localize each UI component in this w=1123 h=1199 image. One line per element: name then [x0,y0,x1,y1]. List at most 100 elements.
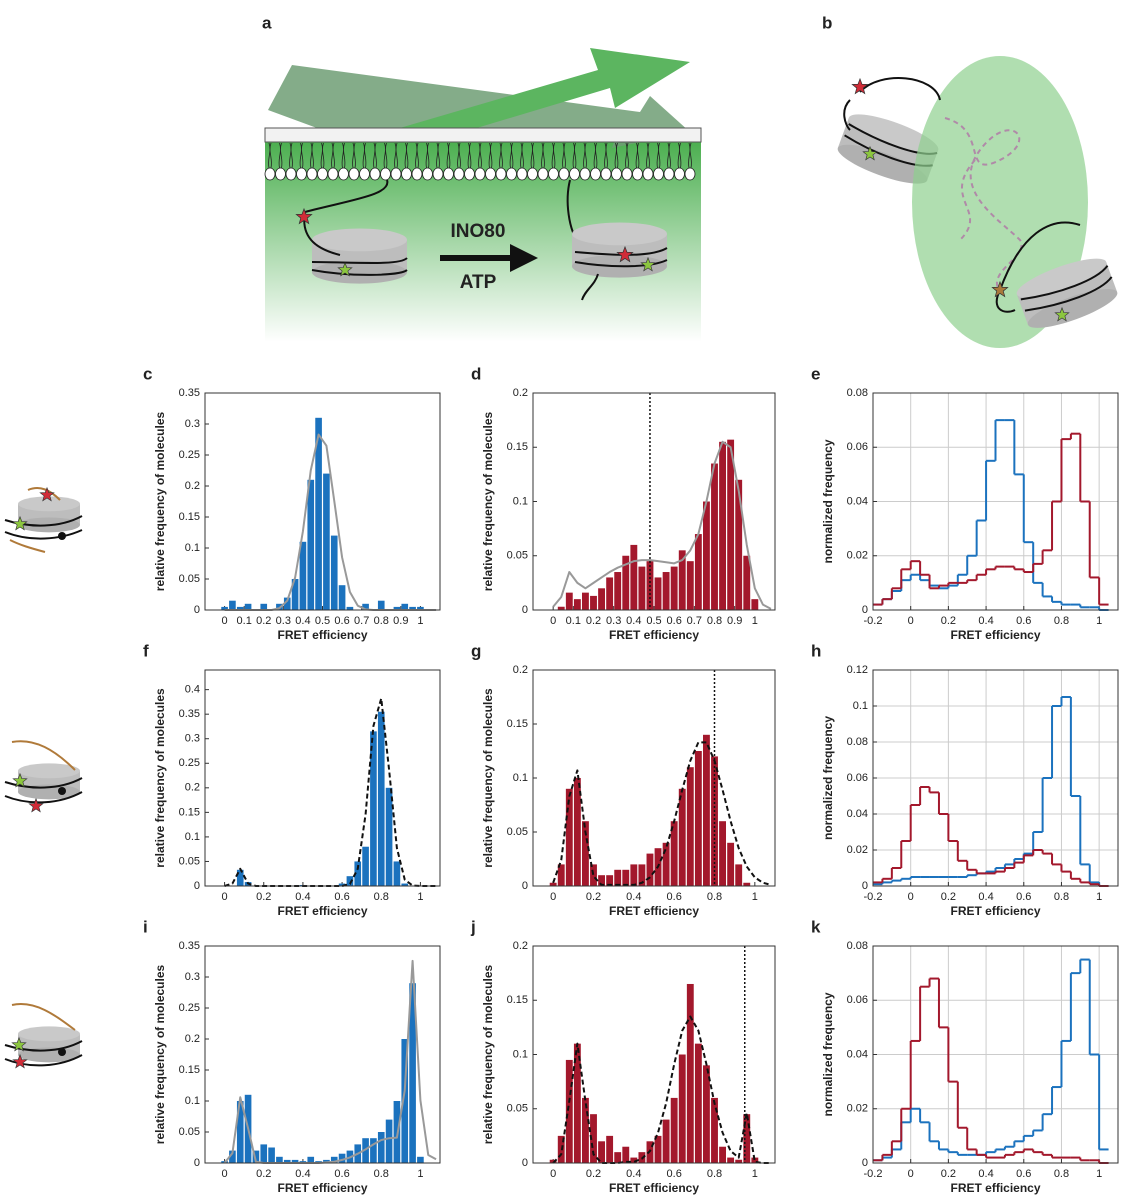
bar [622,1147,629,1163]
chart: 00.10.20.30.40.50.60.70.80.9100.050.10.1… [143,364,440,642]
bar [719,821,726,886]
x-tick-label: -0.2 [864,615,883,627]
bar [268,1148,275,1164]
y-tick-label: 0.2 [513,387,528,399]
body: {"diagram": {"label_a": "a", "label_b": … [0,0,1123,1199]
x-tick-label: 1 [417,891,423,903]
lipid-head [391,168,401,180]
lipid-head [412,168,422,180]
bar [386,1120,393,1163]
chart: 00.20.40.60.8100.050.10.150.20.250.30.35… [143,641,440,918]
y-tick-label: 0.15 [179,806,200,818]
bar [727,843,734,886]
y-tick-label: 0.1 [513,1048,528,1060]
x-tick-label: 0 [908,615,914,627]
chart: 00.20.40.60.8100.050.10.150.2FRET effici… [470,917,775,1195]
x-tick-label: 0.8 [374,891,389,903]
bar [711,464,718,610]
y-axis-label: normalized frequency [821,716,835,840]
x-tick-label: 0 [908,1168,914,1180]
lipid-head [675,168,685,180]
bar [378,601,385,610]
y-tick-label: 0 [522,1157,528,1169]
x-tick-label: 0.2 [941,615,956,627]
y-tick-label: 0 [522,604,528,616]
bar [394,861,401,886]
y-tick-label: 0.1 [185,542,200,554]
nucleosome [572,223,667,278]
bar [300,542,307,610]
y-tick-label: 0.02 [847,844,868,856]
lipid-head [580,168,590,180]
bar [679,789,686,886]
bar [630,545,637,610]
bar [323,474,330,610]
y-axis-label: normalized frequency [821,992,835,1116]
bar [647,854,654,886]
x-tick-label: 0 [550,891,556,903]
x-tick-label: 0 [222,615,228,627]
bar [655,1136,662,1163]
lipid-head [381,168,391,180]
x-tick-label: 0 [222,891,228,903]
x-tick-label: 0.5 [315,615,330,627]
panel-label: b [822,13,832,32]
x-tick-label: 0.3 [606,615,621,627]
lipid-head [318,168,328,180]
lipid-head [654,168,664,180]
lipid-head [601,168,611,180]
lipid-head [265,168,275,180]
x-axis-label: FRET efficiency [609,1181,699,1195]
x-tick-label: 1 [752,615,758,627]
y-tick-label: 0.35 [179,387,200,399]
x-tick-label: 0.2 [941,1168,956,1180]
y-axis-label: relative frequency of molecules [481,411,495,591]
chart: -0.200.20.40.60.8100.020.040.060.08FRET … [811,917,1118,1195]
bar [574,599,581,610]
x-tick-label: 0.5 [646,615,661,627]
lipid-head [538,168,548,180]
y-tick-label: 0.05 [507,1103,528,1115]
y-tick-label: 0.2 [513,664,528,676]
bar [339,585,346,610]
y-tick-label: 0.3 [185,733,200,745]
y-axis-label: relative frequency of molecules [481,964,495,1144]
y-tick-label: 0.1 [513,772,528,784]
x-tick-label: 0.4 [978,615,993,627]
lipid-head [664,168,674,180]
x-axis-label: FRET efficiency [950,1181,1040,1195]
x-tick-label: 0.2 [256,615,271,627]
panel-label: f [143,641,149,660]
x-tick-label: 0.6 [334,891,349,903]
x-tick-label: 1 [1096,1168,1102,1180]
chart: 00.20.40.60.8100.050.10.150.2FRET effici… [471,641,775,918]
lipid-head [549,168,559,180]
chart: 00.10.20.30.40.50.60.70.80.9100.050.10.1… [471,364,775,642]
panel-label: i [143,917,148,936]
x-tick-label: 0 [550,615,556,627]
y-axis-label: normalized frequency [821,439,835,563]
chart: 00.20.40.60.8100.050.10.150.20.250.30.35… [143,917,440,1195]
lipid-head [507,168,517,180]
y-tick-label: 0.05 [507,550,528,562]
bar [417,1157,424,1163]
lipid-head [517,168,527,180]
bar [751,599,758,610]
lipid-head [559,168,569,180]
lipid-head [622,168,632,180]
figure: a INO80 ATP b [0,0,1123,1199]
bar [260,1144,267,1163]
y-tick-label: 0.15 [507,994,528,1006]
x-tick-label: 0.8 [374,615,389,627]
x-tick-label: 0.8 [1054,1168,1069,1180]
bar [663,843,670,886]
y-tick-label: 0.25 [179,449,200,461]
x-axis-label: FRET efficiency [950,904,1040,918]
y-tick-label: 0.15 [179,1064,200,1076]
y-tick-label: 0.25 [179,1002,200,1014]
x-tick-label: 0.1 [237,615,252,627]
x-tick-label: 0.2 [256,1168,271,1180]
lipid-head [339,168,349,180]
x-tick-label: 0.4 [626,1168,641,1180]
bar [719,1147,726,1163]
